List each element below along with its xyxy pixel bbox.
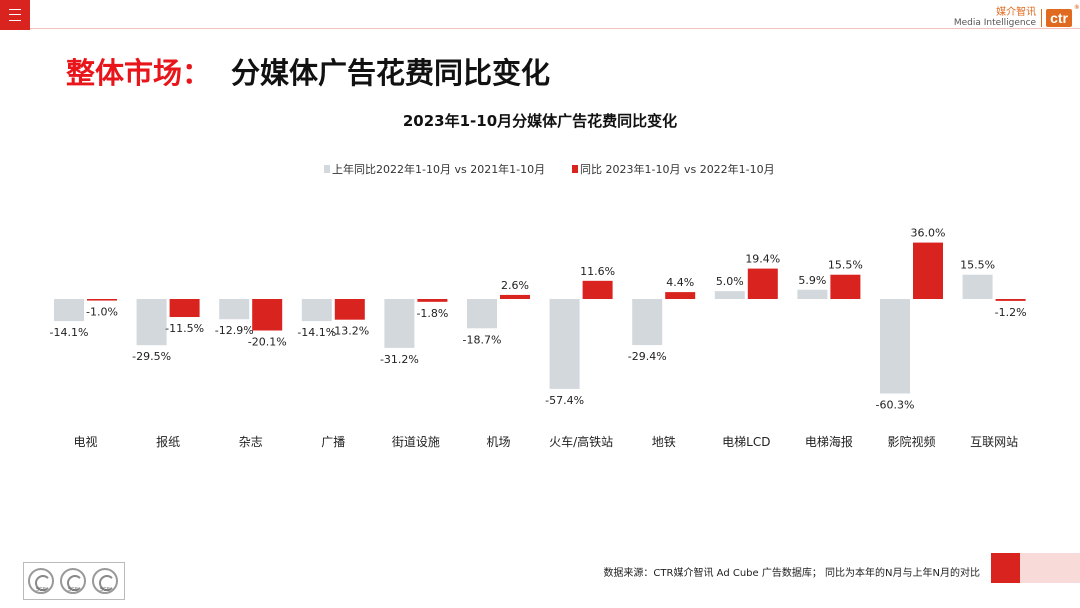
sgs-badge-icon: SGS xyxy=(60,568,86,594)
data-source-note: 数据来源：CTR媒介智讯 Ad Cube 广告数据库； 同比为本年的N月与上年N… xyxy=(603,568,980,579)
sgs-badge-label: SGS xyxy=(67,587,79,593)
legend-label: 同比 2023年1-10月 vs 2022年1-10月 xyxy=(580,162,775,176)
menu-icon xyxy=(9,9,21,21)
data-label: 4.4% xyxy=(666,276,694,289)
bar xyxy=(334,299,365,320)
data-label: -29.5% xyxy=(132,350,171,363)
sgs-badge-icon: SGS xyxy=(92,568,118,594)
bar xyxy=(219,299,250,320)
data-label: -1.0% xyxy=(86,306,118,319)
data-label: 19.4% xyxy=(745,253,780,266)
logo-cn-text: 媒介智讯 xyxy=(996,7,1037,18)
bar xyxy=(54,299,84,322)
category-label: 电梯海报 xyxy=(805,434,853,449)
data-label: 5.9% xyxy=(798,274,826,287)
bar xyxy=(136,299,167,346)
category-label: 影院视频 xyxy=(887,434,935,449)
logo-en-text: Media Intelligence xyxy=(953,18,1037,28)
category-label: 互联网站 xyxy=(970,435,1018,449)
logo-text: 媒介智讯 Media Intelligence xyxy=(954,7,1036,29)
bar xyxy=(582,280,613,299)
bar xyxy=(417,299,448,302)
page-title: 整体市场： 分媒体广告花费同比变化 xyxy=(66,50,550,92)
bar xyxy=(252,299,283,331)
bar xyxy=(747,268,778,299)
bar xyxy=(632,299,663,346)
data-label: -14.1% xyxy=(297,326,336,339)
category-label: 广播 xyxy=(321,435,345,449)
brand-logo: 媒介智讯 Media Intelligence ctr xyxy=(954,5,1079,30)
footer-band xyxy=(1020,553,1080,583)
category-label: 电梯LCD xyxy=(722,435,770,449)
data-label: 15.5% xyxy=(828,259,863,272)
category-label: 街道设施 xyxy=(392,435,440,449)
data-label: 5.0% xyxy=(716,275,744,288)
data-label: -18.7% xyxy=(463,333,502,346)
data-label: -60.3% xyxy=(876,398,915,411)
data-label: 15.5% xyxy=(960,259,995,272)
bar xyxy=(995,299,1026,301)
data-label: -1.2% xyxy=(995,306,1027,319)
category-label: 电视 xyxy=(73,434,97,449)
bar xyxy=(549,299,580,389)
bar xyxy=(714,291,745,299)
logo-divider xyxy=(1041,9,1043,27)
data-label: -12.9% xyxy=(215,324,254,337)
bar xyxy=(500,294,530,299)
bar xyxy=(913,242,943,299)
data-label: -29.4% xyxy=(628,350,667,363)
footer-accent-block xyxy=(991,553,1021,583)
category-label: 杂志 xyxy=(239,435,263,449)
chart-title: 2023年1-10月分媒体广告花费同比变化 xyxy=(402,112,678,130)
bar xyxy=(962,274,993,299)
data-label: -13.2% xyxy=(330,325,369,338)
sgs-badge-label: SGS xyxy=(35,587,47,593)
data-label: -20.1% xyxy=(248,335,287,348)
bar xyxy=(797,289,828,299)
sgs-badge-icon: SGS xyxy=(28,568,54,594)
category-label: 火车/高铁站 xyxy=(549,434,613,449)
bar xyxy=(665,292,696,299)
data-label: -1.8% xyxy=(416,307,448,320)
page-title-topic: 分媒体广告花费同比变化 xyxy=(231,56,551,90)
category-label: 机场 xyxy=(486,435,510,449)
legend-swatch xyxy=(324,165,330,173)
category-label: 地铁 xyxy=(652,435,676,449)
menu-button[interactable] xyxy=(0,0,30,30)
page-title-market: 整体市场： xyxy=(66,56,212,90)
bar xyxy=(880,299,910,394)
data-label: 2.6% xyxy=(501,279,529,292)
legend-swatch xyxy=(572,165,578,173)
bar-chart: 上年同比2022年1-10月 vs 2021年1-10月 同比 2023年1-10… xyxy=(50,162,1027,449)
bar xyxy=(169,299,200,318)
data-label: -31.2% xyxy=(380,353,419,366)
category-label: 报纸 xyxy=(156,434,180,449)
data-label: 11.6% xyxy=(580,265,615,278)
bar xyxy=(467,299,497,329)
bar xyxy=(830,274,861,299)
data-label: -57.4% xyxy=(545,394,584,407)
data-label: -11.5% xyxy=(165,322,204,335)
bar xyxy=(301,299,332,322)
certification-badges: SGS SGS SGS xyxy=(23,562,125,600)
data-label: -14.1% xyxy=(50,326,89,339)
bar xyxy=(384,299,415,348)
sgs-badge-label: SGS xyxy=(99,587,111,593)
legend-label: 上年同比2022年1-10月 vs 2021年1-10月 xyxy=(332,162,545,176)
header-divider xyxy=(30,28,1080,29)
ctr-logo-mark: ctr xyxy=(1046,5,1079,27)
bar xyxy=(87,299,117,301)
data-label: 36.0% xyxy=(911,227,946,240)
